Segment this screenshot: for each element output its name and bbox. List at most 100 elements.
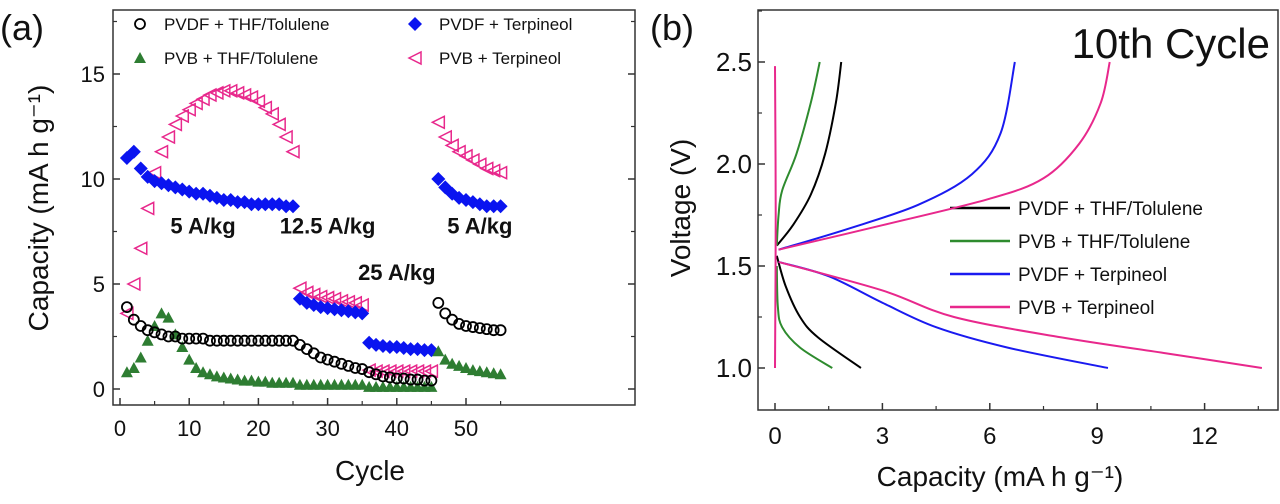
curve-charge xyxy=(776,61,843,247)
data-point xyxy=(190,362,203,373)
data-point xyxy=(397,372,410,385)
data-point xyxy=(342,359,355,372)
panel-b: (b) 10th Cycle 0 3 6 9 12 1.0 1.5 2.0 2.5 Capacity … xyxy=(650,7,1279,492)
data-point xyxy=(153,144,169,159)
data-point xyxy=(216,83,231,99)
data-point xyxy=(465,152,480,168)
y-tick-label: 2.0 xyxy=(716,149,752,179)
data-point xyxy=(266,334,279,347)
x-tick-label: 0 xyxy=(768,423,781,450)
y-axis-label: Voltage (V) xyxy=(665,139,696,278)
data-point xyxy=(155,307,168,319)
legend-label: PVB + Terpineol xyxy=(1018,298,1154,319)
x-tick-label: 9 xyxy=(1091,423,1104,450)
data-point xyxy=(174,108,190,124)
data-point xyxy=(432,296,445,309)
x-tick-label: 30 xyxy=(315,416,339,441)
x-tick-label: 20 xyxy=(246,416,270,441)
data-point xyxy=(286,199,300,214)
data-point xyxy=(181,102,196,117)
data-point xyxy=(203,368,216,380)
data-point xyxy=(250,94,266,109)
chart-title: 10th Cycle xyxy=(1072,20,1270,67)
data-point xyxy=(126,144,141,159)
data-point xyxy=(418,374,431,387)
data-point xyxy=(141,324,154,337)
y-tick-label: 1.5 xyxy=(716,251,752,281)
data-point xyxy=(390,372,403,385)
y-tick-label: 10 xyxy=(81,167,105,192)
data-point xyxy=(188,96,203,111)
annotation: 12.5 A/kg xyxy=(280,214,376,239)
panel-label: (a) xyxy=(0,7,44,48)
data-point xyxy=(148,326,161,339)
data-point xyxy=(377,370,389,383)
data-point xyxy=(285,144,300,159)
data-point xyxy=(453,359,466,371)
data-point xyxy=(190,332,203,345)
data-point xyxy=(134,351,147,363)
panel-label: (b) xyxy=(650,7,694,48)
data-point xyxy=(439,353,452,365)
x-axis-label: Cycle xyxy=(335,455,405,486)
curve-discharge xyxy=(775,255,862,369)
legend-marker xyxy=(134,18,146,30)
data-point xyxy=(126,276,141,292)
data-point xyxy=(264,106,279,122)
series-2 xyxy=(119,144,508,358)
x-tick-label: 50 xyxy=(454,416,478,441)
legend-label: PVDF + THF/Tolulene xyxy=(164,15,330,34)
data-point xyxy=(370,368,382,381)
data-point xyxy=(473,322,486,335)
plot-frame xyxy=(757,9,1279,411)
data-point xyxy=(492,165,508,180)
data-point xyxy=(356,363,369,375)
data-point xyxy=(411,373,424,386)
data-point xyxy=(453,317,465,330)
data-point xyxy=(210,334,223,347)
x-tick-label: 3 xyxy=(876,423,889,450)
curve-charge xyxy=(778,61,1111,251)
y-tick-label: 2.5 xyxy=(716,47,752,77)
legend-label: PVDF + Terpineol xyxy=(1018,265,1167,286)
data-point xyxy=(160,129,176,145)
data-point xyxy=(437,129,452,145)
data-point xyxy=(287,376,299,388)
data-point xyxy=(224,334,237,347)
data-point xyxy=(141,334,154,346)
data-point xyxy=(271,117,286,132)
data-point xyxy=(280,334,292,347)
x-tick-label: 12 xyxy=(1191,423,1218,450)
x-axis-label: Capacity (mA h g⁻¹) xyxy=(877,461,1124,492)
legend-label: PVB + Terpineol xyxy=(439,49,561,68)
data-point xyxy=(423,363,439,379)
data-point xyxy=(319,290,335,305)
y-axis-label: Capacity (mA h g⁻¹) xyxy=(23,85,54,332)
x-tick-label: 6 xyxy=(983,423,996,450)
data-point xyxy=(439,307,452,320)
data-point xyxy=(162,330,175,343)
data-point xyxy=(167,117,183,132)
data-point xyxy=(197,332,209,345)
data-point xyxy=(183,332,196,345)
data-point xyxy=(355,306,370,321)
data-point xyxy=(321,353,334,366)
data-point xyxy=(487,324,500,337)
data-point xyxy=(121,301,133,314)
data-point xyxy=(458,148,473,164)
curve-charge xyxy=(778,61,1016,251)
data-point xyxy=(363,366,376,379)
data-point xyxy=(432,345,445,357)
data-point xyxy=(383,371,396,384)
data-point xyxy=(195,91,210,107)
legend-label: PVB + THF/Tolulene xyxy=(164,49,318,68)
data-point xyxy=(446,357,459,369)
curve-discharge xyxy=(775,265,833,369)
curve-extra xyxy=(774,66,777,369)
data-point xyxy=(375,363,390,379)
legend-marker xyxy=(407,50,422,66)
data-point xyxy=(183,353,196,365)
data-point xyxy=(252,334,265,347)
series-1 xyxy=(120,307,507,392)
